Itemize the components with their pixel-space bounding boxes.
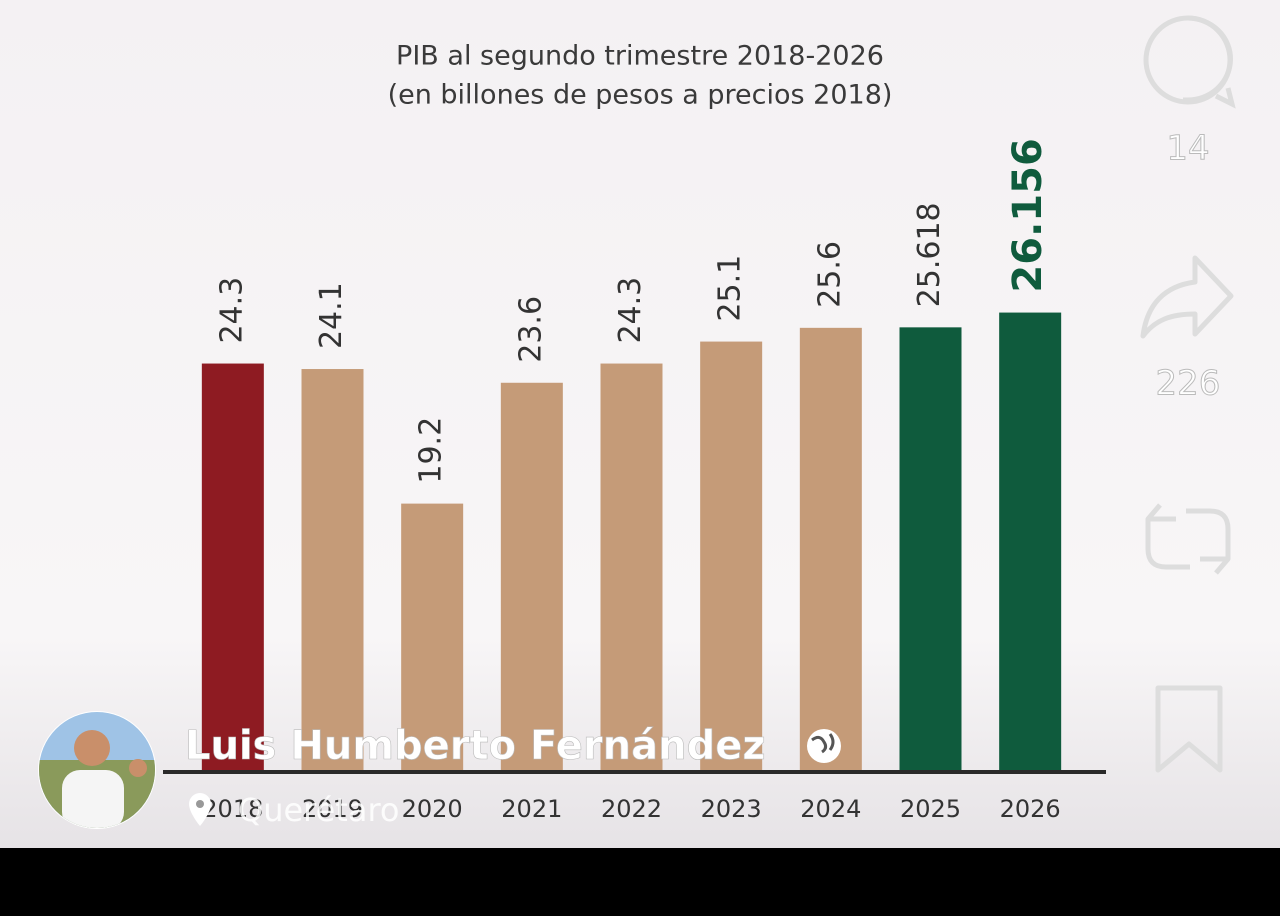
chart-subtitle: (en billones de pesos a precios 2018) [388, 80, 893, 111]
comment-count: 14 [1166, 129, 1209, 169]
bar [799, 327, 862, 770]
plot: 2018 24.3 2019 24.1 2020 19.2 2021 23.6 2022 24.3… [201, 138, 1062, 823]
location-pin-dot [196, 800, 204, 808]
x-tick-label: 2019 [302, 795, 363, 823]
x-tick-label: 2018 [202, 795, 263, 823]
share-count: 226 [1156, 364, 1221, 404]
repost-button[interactable] [1145, 503, 1231, 575]
value-label: 25.6 [812, 241, 847, 308]
bottom-bar [0, 848, 1280, 916]
x-tick-label: 2025 [900, 795, 961, 823]
value-label: 24.1 [314, 282, 349, 349]
x-tick-label: 2022 [601, 795, 662, 823]
x-tick-label: 2026 [1000, 795, 1061, 823]
value-label: 24.3 [613, 277, 648, 344]
comment-button[interactable] [1143, 15, 1236, 109]
bookmark-button[interactable] [1155, 685, 1223, 773]
location-pin [189, 793, 211, 826]
value-label: 25.618 [912, 202, 947, 307]
bar [500, 382, 563, 770]
x-tick-label: 2021 [501, 795, 562, 823]
bar [301, 369, 364, 770]
bar [401, 503, 464, 770]
bar [700, 341, 763, 770]
x-tick-label: 2020 [402, 795, 463, 823]
value-label: 23.6 [513, 296, 548, 363]
author-name[interactable]: Luis Humberto Fernández [185, 723, 766, 770]
bar [999, 312, 1062, 770]
x-tick-label: 2024 [800, 795, 861, 823]
value-label: 25.1 [713, 255, 748, 322]
value-label: 24.3 [214, 277, 249, 344]
globe-icon [807, 729, 841, 763]
value-label: 19.2 [414, 417, 449, 484]
x-tick-label: 2023 [701, 795, 762, 823]
location[interactable]: Querétaro [238, 791, 399, 829]
bar [600, 363, 663, 770]
value-label: 26.156 [1005, 138, 1051, 292]
share-button[interactable] [1140, 255, 1234, 339]
bar [899, 327, 962, 770]
bar [201, 363, 264, 770]
chart-title: PIB al segundo trimestre 2018-2026 [396, 41, 884, 72]
